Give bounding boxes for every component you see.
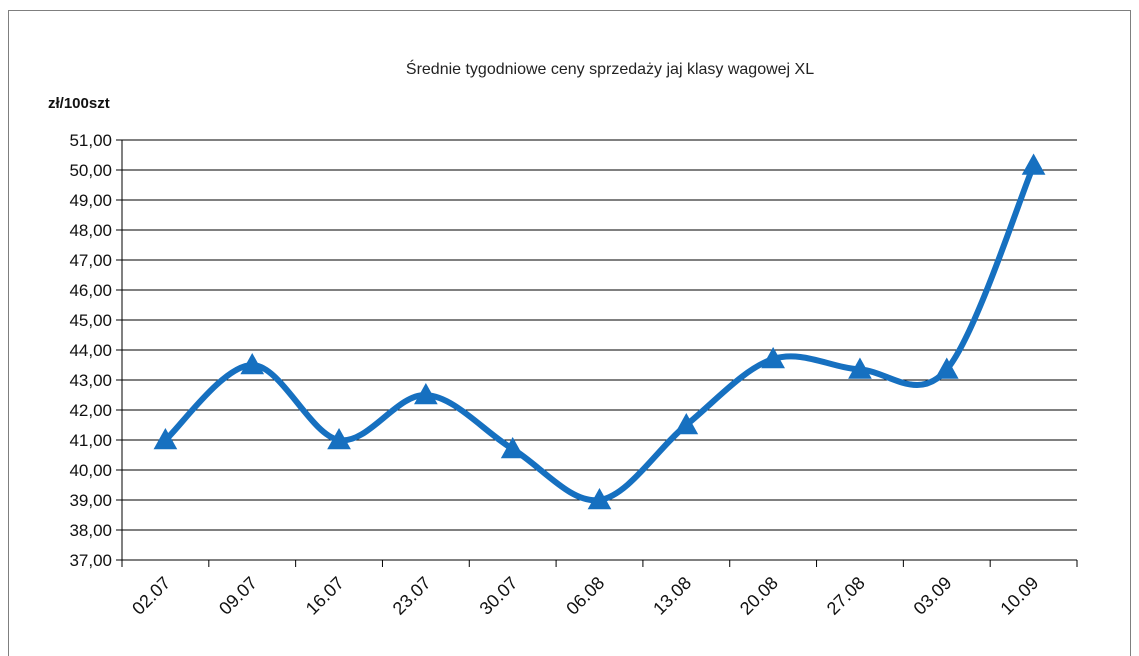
x-tick-label: 13.08 — [649, 573, 695, 619]
x-tick-label: 16.07 — [302, 573, 348, 619]
x-tick-label: 03.09 — [910, 573, 956, 619]
y-tick-label: 37,00 — [69, 551, 112, 570]
y-tick-label: 43,00 — [69, 371, 112, 390]
x-tick-label: 23.07 — [389, 573, 435, 619]
y-tick-label: 49,00 — [69, 191, 112, 210]
y-tick-label: 50,00 — [69, 161, 112, 180]
axes — [116, 139, 1078, 567]
data-point-marker — [761, 346, 785, 369]
x-tick-label: 30.07 — [476, 573, 522, 619]
data-point-marker — [848, 357, 872, 379]
data-point-marker — [240, 352, 265, 375]
data-point-marker — [674, 412, 699, 435]
y-tick-label: 47,00 — [69, 251, 112, 270]
data-point-marker — [1021, 153, 1046, 175]
y-tick-label: 48,00 — [69, 221, 112, 240]
x-tick-label: 06.08 — [562, 573, 608, 619]
y-tick-label: 39,00 — [69, 491, 112, 510]
x-tick-label: 09.07 — [215, 573, 261, 619]
x-tick-label: 02.07 — [128, 573, 174, 619]
chart-frame — [8, 10, 1131, 656]
y-tick-label: 46,00 — [69, 281, 112, 300]
data-point-marker — [934, 357, 959, 379]
y-tick-label: 45,00 — [69, 311, 112, 330]
data-point-marker — [327, 427, 351, 450]
y-tick-label: 44,00 — [69, 341, 112, 360]
chart-title: Średnie tygodniowe ceny sprzedaży jaj kl… — [406, 59, 814, 78]
series-line — [162, 162, 1037, 504]
x-tick-label: 27.08 — [823, 573, 869, 619]
data-point-marker — [587, 487, 612, 510]
y-tick-label: 51,00 — [69, 131, 112, 150]
data-point-marker — [500, 436, 525, 459]
y-axis-unit-label: zł/100szt — [48, 95, 110, 112]
y-tick-label: 38,00 — [69, 521, 112, 540]
x-tick-label: 10.09 — [996, 573, 1042, 619]
y-tick-label: 41,00 — [69, 431, 112, 450]
y-tick-label: 40,00 — [69, 461, 112, 480]
x-tick-label: 20.08 — [736, 573, 782, 619]
series-price — [153, 153, 1046, 510]
x-tick-labels: 02.07 09.07 16.07 23.07 30.07 06.08 13.08 20.08… — [128, 573, 1042, 619]
y-tick-label: 42,00 — [69, 401, 112, 420]
data-point-marker — [414, 382, 438, 405]
y-tick-labels: 37,00 38,00 39,00 40,00 41,00 42,00 43,00 44,00… — [69, 131, 112, 570]
gridlines — [122, 139, 1077, 531]
data-point-marker — [153, 427, 178, 450]
